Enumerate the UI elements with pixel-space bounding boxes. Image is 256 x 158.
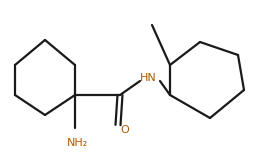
Text: HN: HN [140,73,156,83]
Text: O: O [121,125,129,135]
Text: NH₂: NH₂ [66,138,88,148]
